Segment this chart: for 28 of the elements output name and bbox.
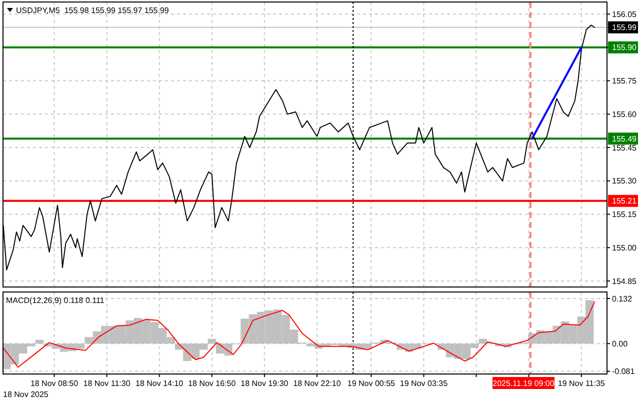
y-tick-label: -0.081 [612, 367, 636, 376]
y-tick-label: 155.00 [612, 243, 638, 252]
y-tick-label: 155.45 [612, 143, 638, 152]
x-tick-label: 18 Nov 19:30 [240, 379, 289, 388]
x-tick-label: 18 Nov 08:50 [30, 379, 79, 388]
ref-line-label: 155.99 [612, 23, 638, 32]
y-tick-label: 156.05 [612, 10, 638, 19]
y-tick-label: 155.30 [612, 176, 638, 186]
ref-line-label: 2025.11.19 09:00 [492, 379, 555, 388]
y-tick-label: 0.00 [612, 339, 628, 348]
x-tick-label: 18 Nov 16:50 [188, 379, 236, 388]
text: MACD(12,26,9) 0.118 0.111 [6, 296, 105, 305]
x-tick-label: 18 Nov 14:10 [136, 379, 184, 388]
ref-line-label: 155.21 [612, 196, 638, 206]
x-tick-label: 19 Nov 03:35 [400, 379, 448, 388]
y-tick-label: 0.132 [612, 294, 633, 304]
text: 18 Nov 2025 [3, 390, 49, 399]
x-tick-label: 18 Nov 22:10 [293, 379, 342, 388]
x-tick-label: 19 Nov 00:55 [347, 379, 396, 388]
y-tick-label: 155.15 [612, 210, 638, 220]
y-tick-label: 155.75 [612, 76, 638, 86]
x-tick-label: 19 Nov 11:35 [558, 379, 606, 388]
y-tick-label: 155.60 [612, 110, 638, 119]
ref-line-label: 155.49 [612, 134, 638, 144]
y-tick-label: 154.85 [612, 276, 638, 286]
x-tick-label: 18 Nov 11:30 [83, 379, 131, 388]
text: USDJPY,M5 155.98 155.99 155.97 155.99 [16, 6, 170, 15]
ref-line-label: 155.90 [612, 43, 638, 52]
